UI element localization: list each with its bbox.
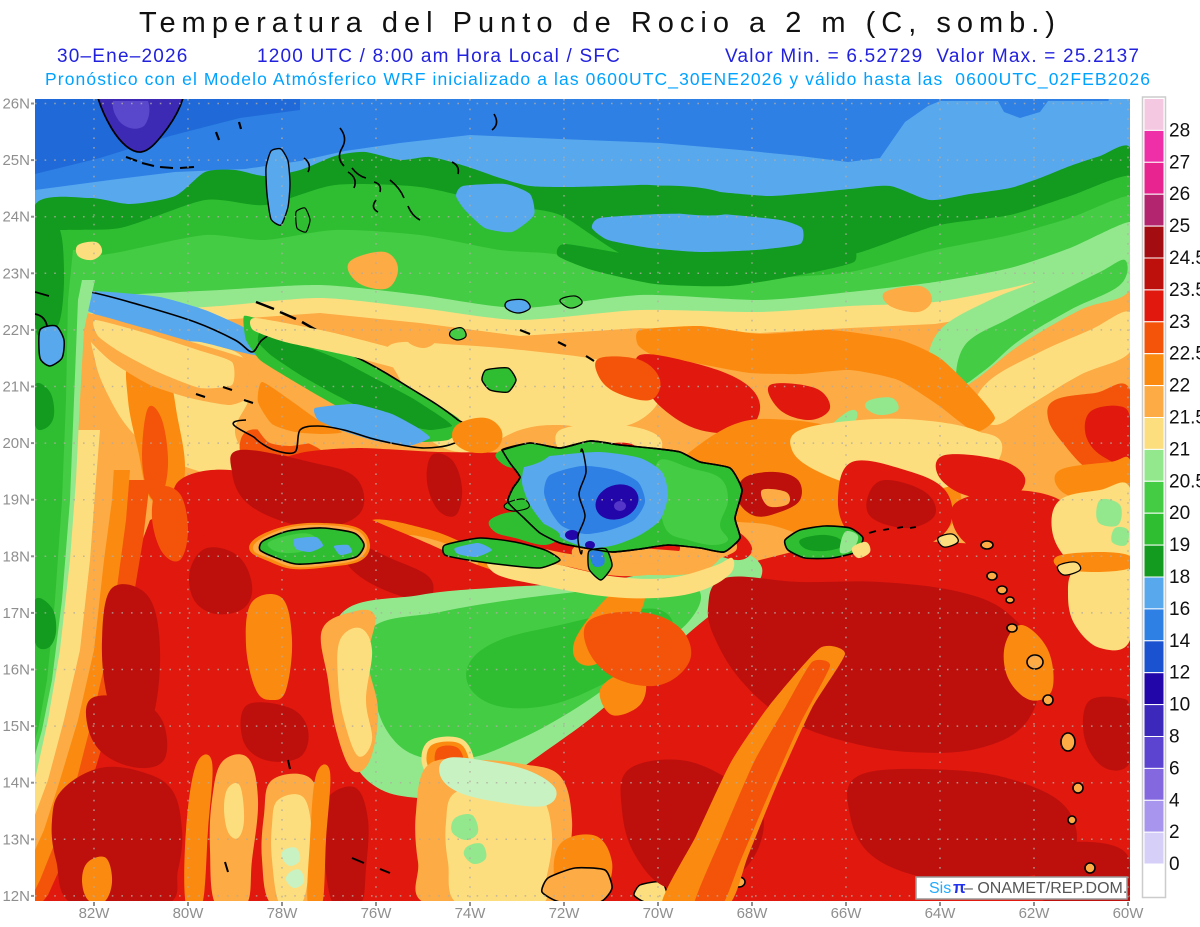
svg-text:0: 0 — [1169, 854, 1180, 875]
svg-text:68W: 68W — [737, 905, 769, 922]
svg-text:22.5: 22.5 — [1169, 344, 1200, 365]
svg-text:6: 6 — [1169, 758, 1180, 779]
svg-text:12N: 12N — [2, 888, 30, 905]
svg-text:25N: 25N — [2, 152, 30, 169]
svg-text:62W: 62W — [1019, 905, 1051, 922]
svg-text:24.5: 24.5 — [1169, 248, 1200, 269]
svg-text:8: 8 — [1169, 727, 1180, 748]
svg-text:π: π — [953, 879, 966, 897]
svg-text:17N: 17N — [2, 605, 30, 622]
svg-text:60W: 60W — [1113, 905, 1145, 922]
svg-text:Sis: Sis — [929, 880, 951, 897]
svg-text:4: 4 — [1169, 790, 1180, 811]
svg-text:80W: 80W — [173, 905, 205, 922]
svg-text:15N: 15N — [2, 718, 30, 735]
svg-text:74W: 74W — [455, 905, 487, 922]
svg-text:64W: 64W — [925, 905, 957, 922]
svg-text:70W: 70W — [643, 905, 675, 922]
svg-text:20.5: 20.5 — [1169, 471, 1200, 492]
svg-text:20: 20 — [1169, 503, 1190, 524]
svg-text:21N: 21N — [2, 379, 30, 396]
svg-text:28: 28 — [1169, 120, 1190, 141]
svg-text:76W: 76W — [361, 905, 393, 922]
svg-text:72W: 72W — [549, 905, 581, 922]
svg-text:66W: 66W — [831, 905, 863, 922]
svg-text:– ONAMET/REP.DOM.: – ONAMET/REP.DOM. — [964, 880, 1127, 897]
svg-text:21.5: 21.5 — [1169, 408, 1200, 429]
svg-text:10: 10 — [1169, 695, 1190, 716]
svg-text:2: 2 — [1169, 822, 1180, 843]
svg-text:23: 23 — [1169, 312, 1190, 333]
svg-text:14N: 14N — [2, 775, 30, 792]
svg-text:14: 14 — [1169, 631, 1191, 652]
svg-text:82W: 82W — [79, 905, 111, 922]
svg-text:22N: 22N — [2, 322, 30, 339]
svg-text:12: 12 — [1169, 663, 1190, 684]
svg-text:24N: 24N — [2, 209, 30, 226]
svg-text:18N: 18N — [2, 548, 30, 565]
svg-text:25: 25 — [1169, 216, 1190, 237]
svg-text:22: 22 — [1169, 376, 1190, 397]
svg-text:16N: 16N — [2, 662, 30, 679]
svg-text:78W: 78W — [267, 905, 299, 922]
svg-text:26N: 26N — [2, 96, 30, 113]
svg-text:16: 16 — [1169, 599, 1190, 620]
svg-text:23N: 23N — [2, 265, 30, 282]
svg-text:21: 21 — [1169, 439, 1190, 460]
svg-text:19: 19 — [1169, 535, 1190, 556]
svg-text:13N: 13N — [2, 831, 30, 848]
svg-text:26: 26 — [1169, 184, 1190, 205]
svg-text:19N: 19N — [2, 492, 30, 509]
svg-text:27: 27 — [1169, 152, 1190, 173]
svg-text:18: 18 — [1169, 567, 1190, 588]
svg-text:20N: 20N — [2, 435, 30, 452]
svg-text:23.5: 23.5 — [1169, 280, 1200, 301]
